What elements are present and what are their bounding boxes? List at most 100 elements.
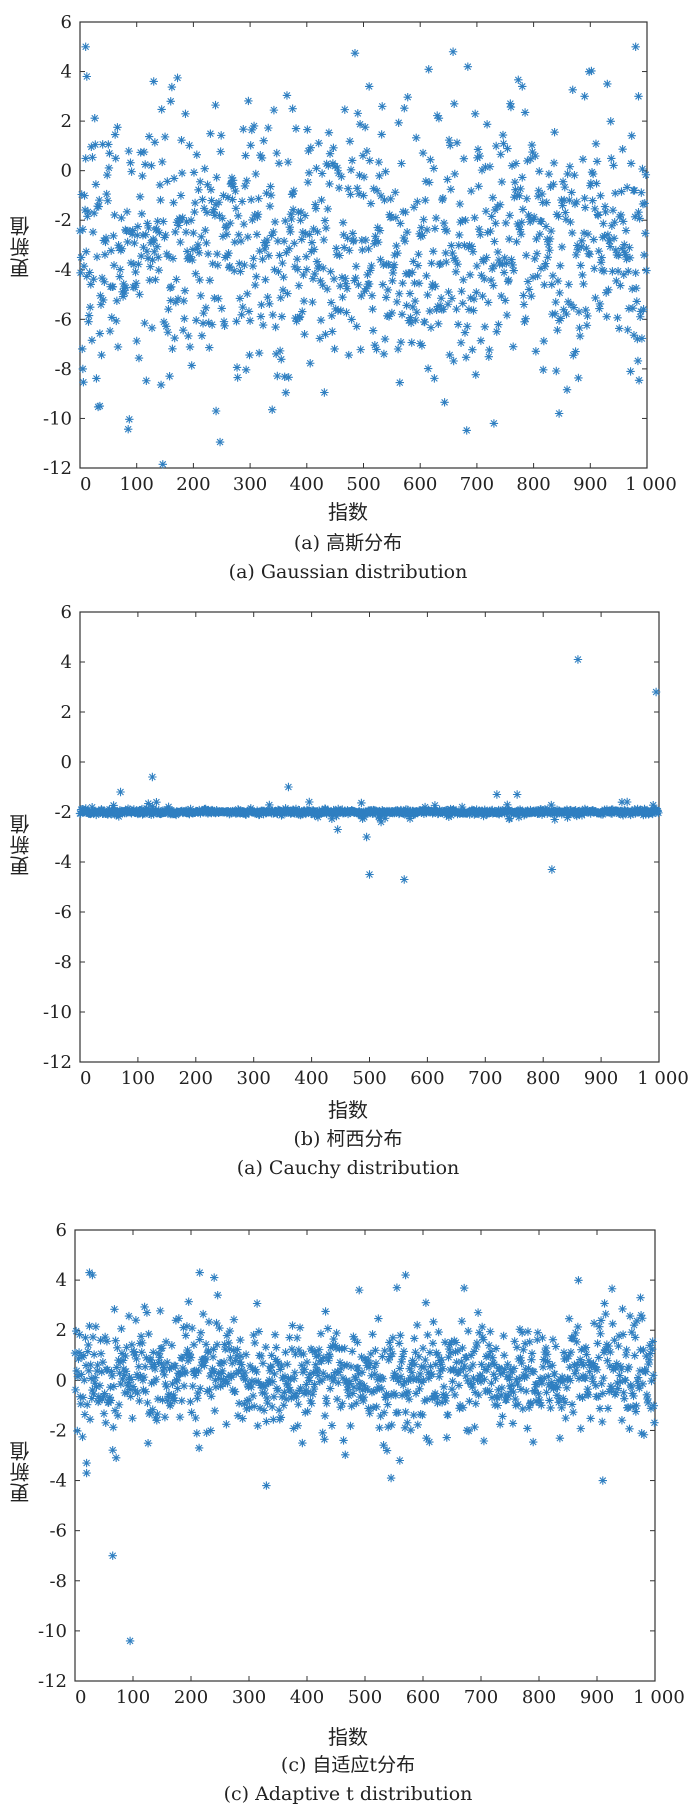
- data-point: [326, 267, 335, 276]
- data-point: [392, 1283, 402, 1292]
- data-point: [341, 279, 351, 288]
- data-point: [162, 1382, 171, 1392]
- data-point: [316, 1329, 326, 1338]
- data-point: [542, 1350, 552, 1359]
- data-point: [363, 270, 372, 279]
- data-point: [154, 1349, 164, 1358]
- data-point: [166, 296, 175, 305]
- data-point: [375, 1423, 384, 1433]
- data-point-outlier: [598, 1476, 607, 1485]
- data-point: [586, 178, 596, 188]
- data-point: [511, 185, 520, 194]
- data-point: [446, 141, 455, 150]
- data-point: [319, 1353, 329, 1362]
- y-tick-label: 6: [61, 12, 72, 33]
- data-point: [94, 1392, 103, 1401]
- data-point: [190, 1371, 200, 1380]
- x-tick-label: 600: [403, 474, 437, 495]
- data-point: [381, 1393, 391, 1402]
- data-point: [169, 198, 178, 207]
- data-point: [430, 1389, 440, 1398]
- data-point-outlier: [195, 1268, 204, 1277]
- data-point: [105, 326, 115, 336]
- data-point: [412, 308, 421, 317]
- data-point: [345, 246, 354, 255]
- data-point: [562, 1383, 572, 1392]
- data-point: [356, 345, 365, 354]
- data-point: [95, 1381, 105, 1390]
- data-point: [543, 253, 552, 262]
- data-point: [632, 297, 641, 306]
- data-point: [272, 148, 281, 158]
- data-point: [462, 426, 471, 435]
- data-point: [193, 1394, 202, 1403]
- data-point: [96, 291, 105, 300]
- data-point: [457, 1357, 466, 1366]
- y-tick-label: -6: [49, 1521, 67, 1542]
- data-point: [181, 227, 191, 237]
- data-point: [528, 147, 537, 157]
- data-point: [333, 163, 342, 173]
- data-point: [465, 1364, 475, 1374]
- data-point: [336, 306, 346, 315]
- data-point: [473, 145, 483, 154]
- data-point: [160, 132, 170, 142]
- data-point: [213, 1290, 222, 1300]
- data-point: [307, 238, 317, 247]
- data-point: [402, 227, 412, 237]
- data-point: [624, 1362, 634, 1372]
- data-point: [364, 279, 374, 289]
- data-point: [277, 1392, 287, 1402]
- data-point: [649, 1371, 658, 1380]
- data-point: [167, 1341, 177, 1350]
- data-point: [641, 170, 651, 179]
- data-point: [601, 1309, 610, 1319]
- data-point: [188, 255, 197, 265]
- data-point: [396, 1372, 406, 1381]
- data-point: [432, 305, 441, 315]
- data-point: [576, 1424, 585, 1433]
- data-point: [153, 1394, 163, 1404]
- data-point: [205, 1385, 214, 1395]
- x-tick-label: 900: [573, 474, 607, 495]
- data-point: [281, 388, 291, 397]
- data-point: [205, 1371, 215, 1381]
- x-tick-label: 400: [290, 474, 324, 495]
- data-point: [605, 236, 614, 246]
- data-point: [623, 1364, 632, 1374]
- data-point: [361, 122, 370, 132]
- data-point: [247, 1376, 257, 1386]
- data-point: [491, 1344, 501, 1353]
- data-point: [450, 1390, 460, 1400]
- data-point: [256, 151, 265, 160]
- data-point: [332, 812, 341, 821]
- x-tick-label: 100: [120, 474, 154, 495]
- data-point: [344, 350, 353, 360]
- data-point-outlier: [365, 870, 374, 879]
- data-point: [539, 365, 548, 374]
- data-point: [604, 1341, 613, 1351]
- data-point: [165, 372, 174, 381]
- data-point: [513, 219, 522, 229]
- data-point: [439, 1382, 449, 1392]
- data-point: [345, 137, 355, 146]
- data-point: [253, 1421, 262, 1430]
- data-point: [248, 1391, 258, 1401]
- data-point: [385, 1338, 394, 1347]
- data-point: [449, 1366, 458, 1375]
- data-point: [172, 1376, 182, 1386]
- data-point: [596, 1316, 606, 1325]
- data-point: [638, 1314, 647, 1323]
- data-point: [273, 371, 282, 381]
- data-point: [485, 162, 495, 171]
- data-point: [487, 212, 496, 221]
- data-point: [136, 1332, 146, 1341]
- data-point: [632, 1401, 641, 1411]
- data-point: [292, 1333, 302, 1343]
- data-point: [140, 318, 149, 328]
- data-point: [310, 1380, 319, 1389]
- data-point: [346, 1362, 356, 1371]
- data-point: [346, 1421, 355, 1431]
- data-point: [306, 359, 315, 368]
- data-point: [132, 336, 141, 346]
